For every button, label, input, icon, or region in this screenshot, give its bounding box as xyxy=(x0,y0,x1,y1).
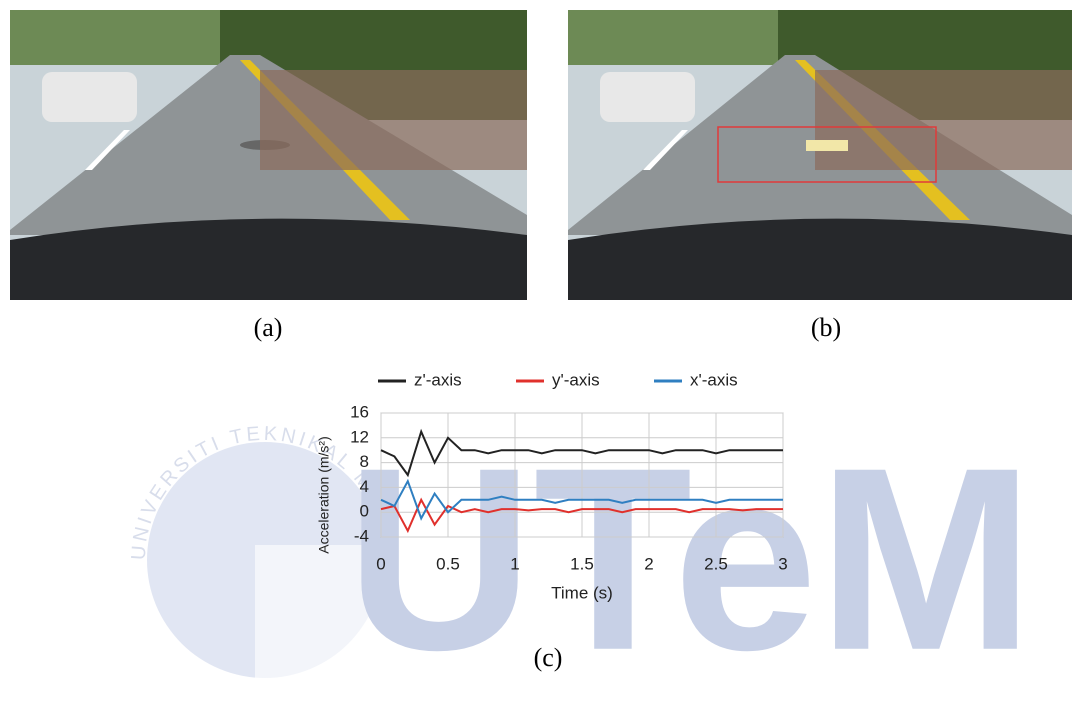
panel-label: (c) xyxy=(534,643,563,672)
legend-label: z'-axis xyxy=(414,370,462,389)
x-tick-label: 0 xyxy=(376,554,385,573)
x-tick-label: 1.5 xyxy=(570,554,594,573)
panel-label: (a) xyxy=(254,313,283,342)
photo-b xyxy=(568,10,1072,300)
legend-label: y'-axis xyxy=(552,370,600,389)
x-tick-label: 2 xyxy=(644,554,653,573)
x-tick-label: 3 xyxy=(778,554,787,573)
x-tick-label: 1 xyxy=(510,554,519,573)
y-tick-label: 0 xyxy=(360,502,369,521)
y-tick-label: 16 xyxy=(350,402,369,421)
legend-label: x'-axis xyxy=(690,370,738,389)
y-tick-label: 12 xyxy=(350,427,369,446)
figure: UNIVERSITI TEKNIKAL MALAYSIA MELAKA UTeM… xyxy=(0,0,1083,702)
panel-label: (b) xyxy=(811,313,841,342)
y-tick-label: 8 xyxy=(360,452,369,471)
x-tick-label: 2.5 xyxy=(704,554,728,573)
y-axis-label: Acceleration (m/s²) xyxy=(316,436,332,553)
x-tick-label: 0.5 xyxy=(436,554,460,573)
x-axis-label: Time (s) xyxy=(551,583,613,602)
photo-a xyxy=(10,10,527,300)
y-tick-label: -4 xyxy=(354,526,369,545)
y-tick-label: 4 xyxy=(360,477,369,496)
